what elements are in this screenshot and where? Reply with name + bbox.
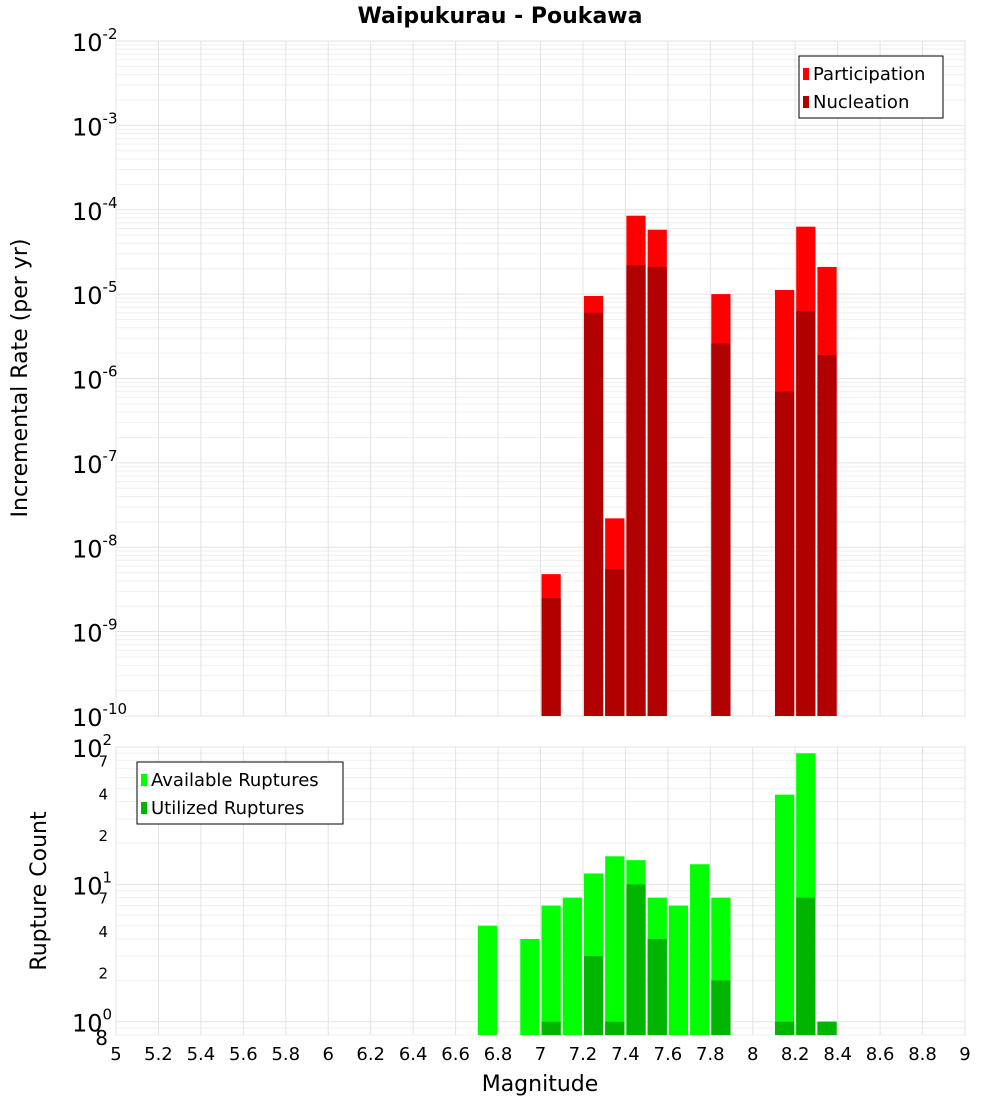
- y-tick-label: 10-3: [72, 109, 118, 141]
- x-tick-label: 5.8: [271, 1044, 300, 1065]
- y-gridlines: [115, 746, 966, 1036]
- y-tick-label: 10-9: [72, 616, 118, 648]
- y-tick-label: 4: [98, 923, 108, 941]
- bar: [817, 1021, 837, 1035]
- rate-panel: 10-10 10-9 10-8 10-7 10-6 10-5 10-4 10-3 10-2 Par…: [72, 25, 966, 732]
- bar: [774, 1021, 795, 1035]
- bar: [605, 1021, 625, 1035]
- bar: [541, 1021, 561, 1035]
- bar: [626, 884, 646, 1035]
- x-tick-label: 6.6: [441, 1044, 470, 1065]
- count-y-axis-title: Rupture Count: [27, 811, 52, 971]
- y-tick-label: 10-2: [72, 25, 118, 57]
- y-tick-label: 2: [98, 964, 108, 982]
- rate-y-axis-title: Incremental Rate (per yr): [8, 239, 33, 518]
- x-tick-label: 6: [323, 1044, 334, 1065]
- legend: Available Ruptures Utilized Ruptures: [136, 761, 344, 825]
- legend-label: Utilized Ruptures: [151, 798, 304, 819]
- y-tick-label: 10-8: [72, 531, 118, 563]
- bar: [817, 354, 837, 716]
- bar: [774, 391, 795, 716]
- x-tick-label: 6.8: [484, 1044, 513, 1065]
- bar: [711, 980, 731, 1035]
- y-tick-label: 8: [95, 1026, 108, 1050]
- bar: [583, 956, 604, 1035]
- y-gridlines: [115, 40, 966, 717]
- x-axis-title: Magnitude: [482, 1072, 599, 1097]
- y-tick-label: 7: [98, 890, 108, 908]
- bar: [626, 265, 646, 716]
- x-tick-label: 8: [747, 1044, 758, 1065]
- y-tick-label: 4: [98, 786, 108, 804]
- bar: [520, 939, 540, 1035]
- bar: [647, 266, 667, 716]
- legend-label: Nucleation: [813, 92, 909, 113]
- x-tick-label: 7.2: [569, 1044, 598, 1065]
- x-tick-label: 8.8: [908, 1044, 937, 1065]
- bar: [477, 925, 498, 1035]
- x-tick-label: 7: [535, 1044, 546, 1065]
- legend-swatch: [141, 774, 147, 786]
- x-tick-label: 7.6: [654, 1044, 683, 1065]
- bar: [605, 856, 625, 1035]
- x-tick-label: 5: [110, 1044, 121, 1065]
- bar: [647, 939, 667, 1035]
- y-tick-label: 10-6: [72, 363, 118, 395]
- legend-swatch: [803, 96, 809, 108]
- bar: [562, 897, 582, 1035]
- series-nucleation: [541, 265, 837, 716]
- legend-label: Available Ruptures: [151, 770, 319, 791]
- legend: Participation Nucleation: [798, 55, 944, 119]
- x-tick-label: 9: [959, 1044, 970, 1065]
- chart-title: Waipukurau - Poukawa: [358, 4, 643, 29]
- y-tick-label: 10-10: [72, 700, 127, 732]
- legend-swatch: [803, 68, 809, 80]
- legend-swatch: [141, 802, 147, 814]
- y-tick-label: 10-7: [72, 447, 118, 479]
- bar: [796, 897, 816, 1035]
- x-tick-label: 8.4: [823, 1044, 852, 1065]
- bar: [690, 864, 710, 1035]
- x-tick-label: 8.6: [866, 1044, 895, 1065]
- bar: [668, 905, 689, 1035]
- series-utilized-ruptures: [541, 884, 837, 1035]
- x-tick-label: 5.6: [229, 1044, 258, 1065]
- y-tick-label: 10-4: [72, 194, 118, 226]
- legend-label: Participation: [813, 64, 925, 85]
- y-tick-labels: 10-10 10-9 10-8 10-7 10-6 10-5 10-4 10-3 10-2: [72, 25, 127, 732]
- x-tick-label: 5.2: [144, 1044, 173, 1065]
- x-tick-label: 5.4: [187, 1044, 216, 1065]
- x-tick-label: 6.2: [356, 1044, 385, 1065]
- x-tick-label: 6.4: [399, 1044, 428, 1065]
- y-tick-label: 7: [98, 752, 108, 770]
- y-tick-label: 2: [98, 827, 108, 845]
- bar: [796, 311, 816, 716]
- x-axis: 5 5.2 5.4 5.6 5.8 6 6.2 6.4 6.6 6.8 7 7.2 7.4 7.6 7.8 8…: [110, 1044, 970, 1065]
- x-tick-label: 7.4: [611, 1044, 640, 1065]
- bar: [711, 343, 731, 716]
- x-tick-label: 7.8: [696, 1044, 725, 1065]
- bar: [541, 905, 561, 1035]
- x-tick-label: 8.2: [781, 1044, 810, 1065]
- bar: [774, 794, 795, 1035]
- bar: [605, 569, 625, 716]
- bar: [541, 598, 561, 716]
- bar: [583, 312, 604, 716]
- y-tick-label: 10-5: [72, 278, 118, 310]
